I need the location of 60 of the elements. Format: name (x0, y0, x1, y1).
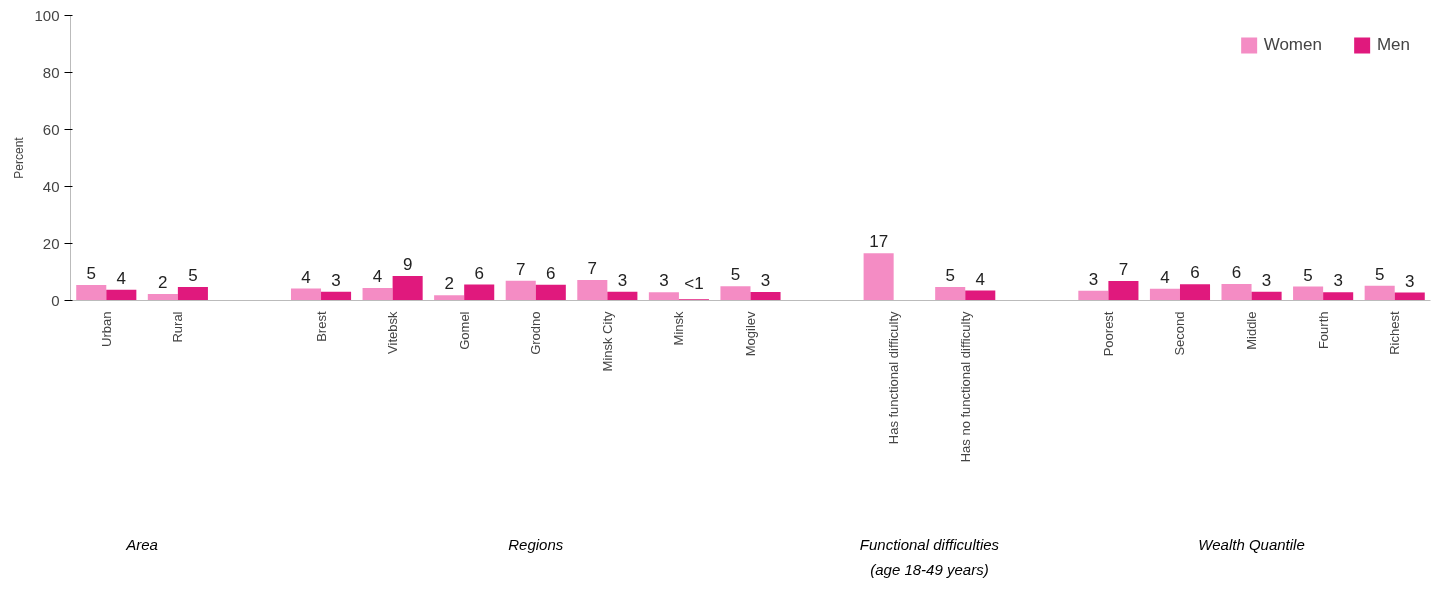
x-tick-label: Poorest (1100, 311, 1116, 357)
data-label: 5 (730, 265, 741, 285)
data-label: 6 (1231, 262, 1242, 282)
x-tick-label: Minsk (671, 311, 687, 346)
x-tick-label: Grodno (528, 311, 544, 355)
data-label: 5 (1374, 264, 1385, 284)
data-label: 3 (659, 271, 669, 291)
data-label: 17 (869, 232, 889, 252)
text: Functional difficulties (age 18-49 years) (859, 535, 1000, 578)
x-tick-label: Vitebsk (385, 311, 401, 354)
data-label: 9 (402, 254, 413, 274)
y-tick-label: 60 (42, 120, 60, 138)
data-label: 4 (1160, 267, 1170, 287)
data-label: 5 (1303, 265, 1313, 285)
data-label: 5 (945, 266, 955, 286)
x-tick-label: Minsk City (599, 311, 615, 372)
x-tick-label: Has functional difficulty (886, 311, 902, 445)
data-label: 4 (116, 268, 127, 288)
data-label: 7 (516, 259, 526, 279)
y-tick-label: 20 (42, 234, 60, 252)
text: Area (125, 535, 158, 553)
data-label: 2 (444, 274, 454, 294)
x-tick-label: Gomel (456, 311, 472, 350)
data-label: 2 (158, 272, 168, 292)
x-tick-label: Middle (1244, 311, 1260, 350)
x-tick-label: Has no functional difficulty (957, 311, 973, 463)
data-label: 3 (617, 270, 628, 290)
data-label: 4 (372, 266, 383, 286)
data-label: <1 (684, 274, 704, 294)
data-label: 4 (301, 267, 311, 287)
data-label: 3 (1088, 269, 1099, 289)
data-label: 5 (86, 264, 96, 284)
data-label: 3 (1333, 271, 1343, 291)
data-label: 6 (546, 263, 556, 283)
y-tick-label: 100 (34, 6, 60, 24)
data-label: 5 (188, 266, 198, 286)
y-tick-label: 0 (51, 291, 60, 309)
data-label: 6 (1190, 263, 1200, 283)
text: Wealth Quantile (1198, 535, 1305, 553)
x-tick-label: Fourth (1315, 311, 1331, 350)
data-label: 3 (331, 270, 341, 290)
y-axis-title: Percent (12, 136, 27, 179)
data-label: 7 (587, 258, 598, 278)
x-tick-label: Urban (98, 311, 114, 347)
x-tick-label: Brest (313, 311, 329, 342)
x-tick-label: Second (1172, 311, 1188, 356)
data-label: 3 (1261, 270, 1272, 290)
x-tick-label: Richest (1387, 311, 1403, 355)
y-tick-label: 40 (42, 177, 60, 195)
text: Regions (508, 535, 564, 553)
data-label: 3 (760, 270, 771, 290)
data-label: 4 (975, 269, 986, 289)
legend-label: Women (1263, 35, 1322, 55)
legend-label: Men (1376, 35, 1410, 55)
data-label: 7 (1118, 260, 1129, 280)
x-tick-label: Mogilev (743, 311, 758, 357)
data-label: 6 (474, 263, 484, 283)
x-tick-label: Rural (170, 311, 186, 343)
data-label: 3 (1405, 271, 1415, 291)
y-tick-label: 80 (42, 63, 60, 81)
